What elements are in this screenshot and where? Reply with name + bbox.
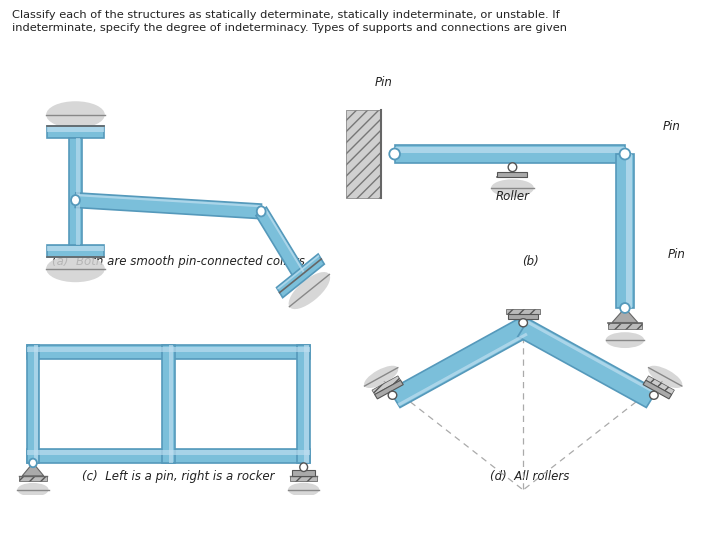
Text: Pin: Pin xyxy=(668,249,686,261)
Polygon shape xyxy=(264,208,305,273)
Ellipse shape xyxy=(46,255,105,282)
Polygon shape xyxy=(22,463,44,476)
Ellipse shape xyxy=(18,483,49,497)
Polygon shape xyxy=(397,333,527,406)
Bar xyxy=(27,449,310,463)
Bar xyxy=(19,476,47,481)
Text: Pin: Pin xyxy=(662,120,680,133)
Polygon shape xyxy=(276,254,325,298)
Bar xyxy=(69,139,82,245)
Bar xyxy=(162,345,175,463)
Bar xyxy=(626,154,632,308)
Circle shape xyxy=(619,148,631,159)
Polygon shape xyxy=(612,308,638,322)
Circle shape xyxy=(508,163,517,172)
Bar xyxy=(34,345,38,463)
Text: Roller: Roller xyxy=(496,190,530,203)
Text: indeterminate, specify the degree of indeterminacy. Types of supports and connec: indeterminate, specify the degree of ind… xyxy=(12,23,567,33)
Circle shape xyxy=(300,463,308,471)
Polygon shape xyxy=(518,319,657,408)
Circle shape xyxy=(650,391,658,399)
Ellipse shape xyxy=(648,366,682,388)
Ellipse shape xyxy=(606,332,644,348)
Bar xyxy=(27,346,310,351)
Circle shape xyxy=(29,459,37,467)
Bar xyxy=(27,450,310,455)
Bar xyxy=(395,145,625,163)
Bar xyxy=(395,147,625,153)
Bar xyxy=(292,470,315,476)
Ellipse shape xyxy=(491,179,534,197)
Polygon shape xyxy=(643,380,672,399)
Bar xyxy=(508,314,538,318)
Bar xyxy=(47,126,104,139)
Polygon shape xyxy=(645,376,674,394)
Bar xyxy=(304,345,309,463)
Circle shape xyxy=(390,148,400,159)
Ellipse shape xyxy=(46,101,105,128)
Polygon shape xyxy=(277,255,320,290)
Text: (d)  All rollers: (d) All rollers xyxy=(491,470,570,483)
Text: (b): (b) xyxy=(522,255,538,268)
Bar xyxy=(608,322,642,329)
Circle shape xyxy=(620,303,630,313)
Bar xyxy=(76,139,81,245)
Text: Classify each of the structures as statically determinate, statically indetermin: Classify each of the structures as stati… xyxy=(12,10,560,20)
Bar xyxy=(506,309,540,313)
Text: (a)  Both are smooth pin-connected collars: (a) Both are smooth pin-connected collar… xyxy=(52,255,305,268)
Ellipse shape xyxy=(288,272,330,309)
Bar xyxy=(27,345,310,359)
Circle shape xyxy=(257,206,266,217)
Text: (c)  Left is a pin, right is a rocker: (c) Left is a pin, right is a rocker xyxy=(82,470,274,483)
Bar xyxy=(47,127,104,131)
Polygon shape xyxy=(372,376,401,394)
Bar xyxy=(169,345,173,463)
Bar xyxy=(617,154,633,308)
Bar xyxy=(346,110,380,198)
Bar xyxy=(47,245,104,257)
Ellipse shape xyxy=(288,483,320,497)
Polygon shape xyxy=(76,194,262,207)
Polygon shape xyxy=(526,321,656,394)
Circle shape xyxy=(388,391,397,399)
Bar xyxy=(47,246,104,251)
Ellipse shape xyxy=(364,366,398,388)
Bar xyxy=(27,345,40,463)
Bar xyxy=(290,476,317,481)
Circle shape xyxy=(519,318,527,327)
Bar xyxy=(298,345,310,463)
Polygon shape xyxy=(390,319,529,408)
Polygon shape xyxy=(256,207,305,280)
Polygon shape xyxy=(75,193,262,219)
Bar xyxy=(498,172,527,177)
Polygon shape xyxy=(375,380,403,399)
Circle shape xyxy=(71,195,80,205)
Text: Pin: Pin xyxy=(375,76,393,89)
